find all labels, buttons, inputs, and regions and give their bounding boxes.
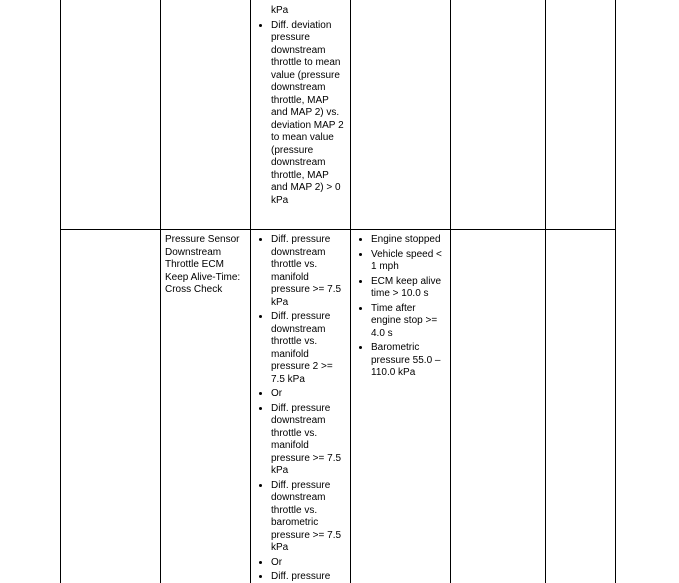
cell-col3 [351,0,451,230]
cell-malfunction-criteria: Diff. pressure downstream throttle vs. m… [251,230,351,583]
list-item: Diff. deviation pressure downstream thro… [271,20,346,208]
cell-col1 [161,0,251,230]
cell-col4 [451,0,546,230]
cell-col0 [61,0,161,230]
list-item: Vehicle speed < 1 mph [371,249,446,274]
list-item: Or [271,557,346,570]
cell-col5 [546,0,616,230]
cell-enable-conditions: Engine stopped Vehicle speed < 1 mph ECM… [351,230,451,583]
list-item: ECM keep alive time > 10.0 s [371,276,446,301]
criteria-list: Diff. pressure downstream throttle vs. m… [255,234,346,583]
list-item: Barometric pressure 55.0 – 110.0 kPa [371,342,446,380]
list-item: Diff. pressure downstream throttle vs. b… [271,480,346,555]
cell-col5 [546,230,616,583]
table-row: Pressure Sensor Downstream Throttle ECM … [61,230,616,583]
list-item: Diff. pressure downstream throttle vs. m… [271,403,346,478]
table-row: kPa Diff. deviation pressure downstream … [61,0,616,230]
criteria-list: kPa Diff. deviation pressure downstream … [255,5,346,207]
list-item: Or [271,388,346,401]
diagnostic-table: kPa Diff. deviation pressure downstream … [60,0,616,583]
list-item: kPa [255,5,346,18]
cell-col0 [61,230,161,583]
list-item: Engine stopped [371,234,446,247]
list-item: Diff. pressure downstream throttle vs. m… [271,234,346,309]
list-item: Diff. pressure downstream throttle vs. b… [271,571,346,583]
conditions-list: Engine stopped Vehicle speed < 1 mph ECM… [355,234,446,380]
cell-col2: kPa Diff. deviation pressure downstream … [251,0,351,230]
list-item: Time after engine stop >= 4.0 s [371,303,446,341]
cell-col4 [451,230,546,583]
list-item: Diff. pressure downstream throttle vs. m… [271,311,346,386]
cell-test-name: Pressure Sensor Downstream Throttle ECM … [161,230,251,583]
